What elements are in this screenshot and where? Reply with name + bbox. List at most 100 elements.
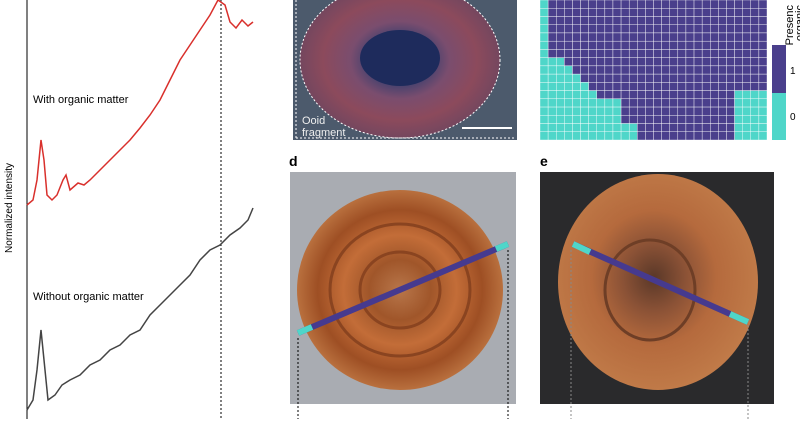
map-cell bbox=[718, 8, 727, 17]
map-cell bbox=[628, 82, 638, 91]
map-cell bbox=[661, 16, 670, 25]
map-cell bbox=[718, 115, 727, 124]
map-cell bbox=[580, 49, 589, 58]
colorbar-1 bbox=[772, 45, 786, 93]
map-cell bbox=[661, 82, 670, 91]
map-cell bbox=[604, 131, 614, 141]
map-cell bbox=[685, 65, 695, 75]
map-cell bbox=[620, 32, 630, 42]
map-cell bbox=[547, 131, 557, 141]
map-cell bbox=[750, 90, 760, 100]
map-cell bbox=[588, 106, 597, 116]
map-cell bbox=[661, 8, 670, 17]
map-cell bbox=[685, 106, 695, 116]
map-cell bbox=[653, 115, 662, 124]
map-cell bbox=[750, 82, 760, 91]
map-cell bbox=[693, 82, 703, 91]
map-cell bbox=[645, 65, 654, 75]
map-cell bbox=[653, 123, 662, 132]
map-cell bbox=[547, 40, 557, 50]
map-cell bbox=[677, 115, 687, 124]
map-cell bbox=[653, 65, 662, 75]
map-cell bbox=[539, 32, 549, 42]
map-cell bbox=[604, 32, 614, 42]
map-cell bbox=[742, 0, 751, 9]
map-cell bbox=[547, 32, 557, 42]
map-cell bbox=[645, 90, 654, 100]
map-cell bbox=[539, 49, 549, 58]
map-cell bbox=[742, 8, 751, 17]
map-cell bbox=[726, 40, 735, 50]
map-cell bbox=[539, 98, 549, 108]
map-cell bbox=[710, 73, 719, 83]
map-cell bbox=[628, 40, 638, 50]
map-cell bbox=[750, 0, 760, 9]
map-cell bbox=[539, 40, 549, 50]
map-cell bbox=[620, 16, 630, 25]
map-cell bbox=[637, 0, 646, 9]
map-cell bbox=[701, 24, 711, 34]
map-cell bbox=[718, 106, 727, 116]
map-cell bbox=[628, 131, 638, 141]
map-cell bbox=[758, 131, 768, 141]
map-cell bbox=[710, 90, 719, 100]
map-cell bbox=[596, 57, 606, 67]
map-cell bbox=[556, 8, 565, 17]
map-cell bbox=[645, 82, 654, 91]
map-cell bbox=[742, 16, 751, 25]
map-cell bbox=[685, 123, 695, 132]
map-cell bbox=[685, 73, 695, 83]
map-cell bbox=[637, 98, 646, 108]
map-cell bbox=[726, 115, 735, 124]
map-cell bbox=[750, 24, 760, 34]
map-cell bbox=[547, 0, 557, 9]
map-cell bbox=[701, 49, 711, 58]
map-cell bbox=[588, 0, 597, 9]
map-cell bbox=[710, 32, 719, 42]
map-cell bbox=[556, 82, 565, 91]
map-cell bbox=[742, 57, 751, 67]
map-cell bbox=[742, 24, 751, 34]
map-cell bbox=[596, 40, 606, 50]
map-cell bbox=[718, 49, 727, 58]
map-cell bbox=[693, 115, 703, 124]
map-cell bbox=[572, 106, 581, 116]
map-cell bbox=[734, 24, 743, 34]
map-cell bbox=[710, 24, 719, 34]
map-cell bbox=[547, 24, 557, 34]
map-cell bbox=[556, 73, 565, 83]
map-cell bbox=[612, 106, 622, 116]
map-cell bbox=[726, 32, 735, 42]
map-cell bbox=[645, 32, 654, 42]
map-cell bbox=[750, 57, 760, 67]
map-cell bbox=[718, 40, 727, 50]
map-cell bbox=[580, 98, 589, 108]
panel-letter: d bbox=[289, 153, 298, 169]
map-cell bbox=[539, 65, 549, 75]
map-cell bbox=[693, 98, 703, 108]
map-cell bbox=[564, 24, 573, 34]
map-cell bbox=[726, 73, 735, 83]
map-cell bbox=[701, 90, 711, 100]
map-cell bbox=[612, 90, 622, 100]
map-cell bbox=[758, 123, 768, 132]
map-cell bbox=[742, 49, 751, 58]
map-cell bbox=[596, 73, 606, 83]
map-cell bbox=[653, 16, 662, 25]
map-cell bbox=[547, 49, 557, 58]
map-cell bbox=[693, 106, 703, 116]
map-cell bbox=[734, 106, 743, 116]
map-cell bbox=[726, 98, 735, 108]
map-cell bbox=[620, 90, 630, 100]
map-cell bbox=[750, 32, 760, 42]
map-cell bbox=[693, 0, 703, 9]
map-cell bbox=[750, 40, 760, 50]
map-cell bbox=[556, 16, 565, 25]
map-cell bbox=[710, 40, 719, 50]
panel-letter: e bbox=[540, 153, 548, 169]
map-cell bbox=[588, 98, 597, 108]
map-cell bbox=[677, 82, 687, 91]
map-cell bbox=[661, 24, 670, 34]
map-cell bbox=[604, 73, 614, 83]
